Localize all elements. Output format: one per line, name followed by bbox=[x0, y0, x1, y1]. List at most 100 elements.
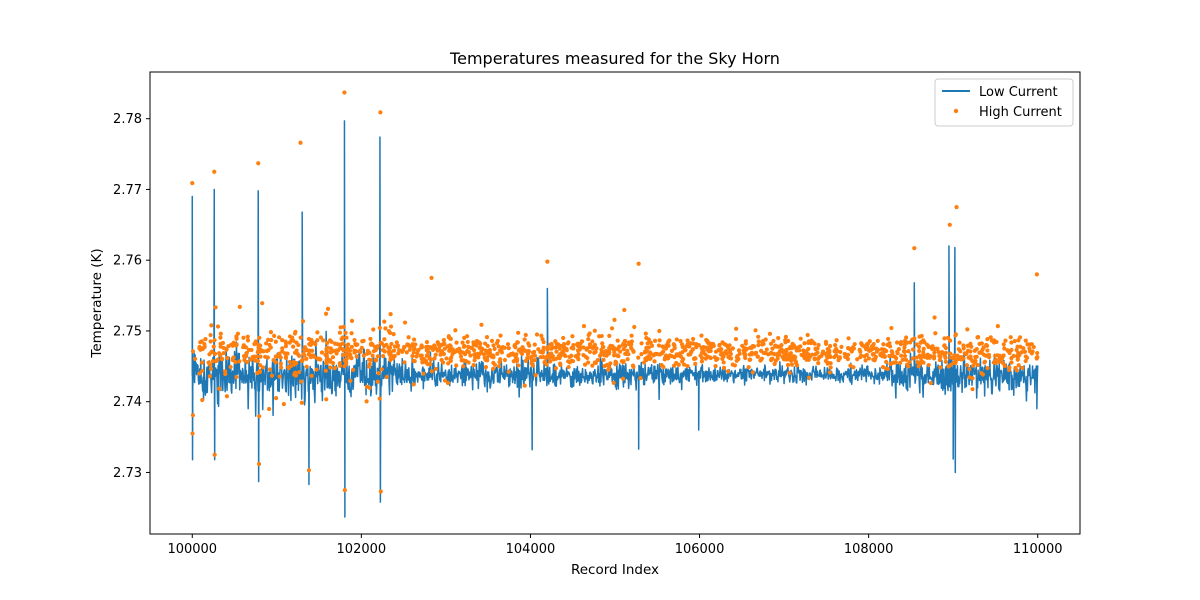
high-current-point bbox=[375, 344, 380, 349]
high-current-point bbox=[300, 358, 305, 364]
high-current-point bbox=[799, 352, 804, 358]
high-current-point bbox=[783, 353, 789, 358]
high-current-point bbox=[389, 341, 394, 347]
high-current-point bbox=[273, 339, 278, 344]
high-current-point bbox=[492, 346, 497, 351]
high-current-point bbox=[416, 347, 421, 353]
high-current-point bbox=[743, 355, 748, 361]
high-current-point bbox=[772, 361, 777, 367]
high-current-point bbox=[682, 348, 687, 353]
high-current-point bbox=[609, 326, 615, 331]
high-current-point bbox=[428, 362, 433, 367]
high-current-point bbox=[995, 324, 1000, 329]
high-current-point bbox=[586, 332, 591, 338]
high-current-point bbox=[602, 363, 607, 369]
high-current-point bbox=[636, 355, 641, 360]
high-current-point bbox=[484, 349, 489, 354]
high-current-point bbox=[296, 370, 302, 375]
high-current-point bbox=[935, 346, 940, 351]
high-current-point bbox=[776, 335, 781, 341]
high-current-point bbox=[985, 337, 990, 342]
high-current-point bbox=[478, 341, 483, 346]
plot-area-background bbox=[150, 72, 1080, 534]
high-current-point bbox=[948, 362, 953, 368]
high-current-point bbox=[619, 359, 624, 364]
high-current-point bbox=[459, 358, 464, 363]
high-current-point bbox=[271, 333, 277, 339]
high-current-point bbox=[1015, 344, 1020, 349]
high-current-point bbox=[433, 352, 438, 357]
high-current-point bbox=[862, 354, 867, 359]
high-current-point bbox=[848, 363, 853, 368]
high-current-point bbox=[484, 335, 490, 340]
y-tick-label: 2.75 bbox=[113, 324, 142, 339]
high-current-point bbox=[257, 369, 263, 374]
high-current-point bbox=[813, 346, 818, 351]
high-current-point bbox=[973, 354, 978, 360]
x-tick-label: 106000 bbox=[675, 542, 725, 557]
high-current-point bbox=[411, 350, 416, 355]
high-current-point bbox=[884, 359, 889, 365]
high-current-point bbox=[998, 358, 1003, 363]
high-current-point bbox=[1018, 335, 1023, 340]
high-current-point bbox=[302, 353, 307, 358]
high-current-point bbox=[726, 346, 731, 351]
high-current-point bbox=[975, 335, 980, 340]
high-current-point bbox=[479, 322, 484, 327]
high-current-point bbox=[340, 341, 345, 346]
high-current-point bbox=[893, 360, 898, 365]
high-current-point bbox=[613, 362, 618, 367]
high-current-point bbox=[660, 344, 665, 349]
high-current-point bbox=[943, 350, 948, 355]
high-current-point bbox=[601, 344, 606, 350]
high-current-point bbox=[388, 312, 393, 317]
high-current-point bbox=[206, 360, 211, 365]
high-current-point bbox=[775, 351, 781, 356]
high-current-point bbox=[391, 331, 396, 337]
high-current-point bbox=[208, 332, 213, 338]
high-current-point bbox=[1007, 367, 1012, 373]
high-current-point bbox=[623, 351, 628, 356]
high-current-point bbox=[256, 461, 262, 467]
high-current-point bbox=[649, 343, 655, 348]
high-current-point bbox=[367, 357, 372, 362]
high-current-point bbox=[468, 353, 473, 358]
high-current-point bbox=[375, 354, 381, 359]
high-current-point bbox=[369, 341, 374, 346]
high-current-point bbox=[917, 348, 922, 354]
high-current-point bbox=[928, 380, 933, 386]
high-current-point bbox=[354, 354, 359, 359]
high-current-point bbox=[220, 357, 225, 362]
high-current-point bbox=[590, 339, 595, 344]
high-current-point bbox=[246, 347, 251, 352]
high-current-point bbox=[846, 346, 851, 351]
high-current-point bbox=[407, 347, 412, 352]
high-current-point bbox=[506, 346, 511, 351]
high-current-point bbox=[901, 349, 907, 354]
high-current-point bbox=[898, 360, 903, 365]
high-current-point bbox=[325, 306, 331, 311]
high-current-point bbox=[258, 363, 263, 368]
high-current-point bbox=[280, 337, 285, 343]
high-current-point bbox=[278, 361, 283, 366]
high-current-point bbox=[606, 367, 611, 372]
high-current-point bbox=[256, 161, 261, 166]
high-current-point bbox=[563, 353, 568, 359]
high-current-point bbox=[594, 346, 599, 351]
y-tick-label: 2.77 bbox=[113, 183, 142, 198]
high-current-point bbox=[287, 359, 292, 365]
high-current-point bbox=[647, 350, 653, 355]
high-current-point bbox=[601, 357, 606, 362]
high-current-point bbox=[887, 353, 892, 359]
high-current-point bbox=[895, 351, 900, 356]
high-current-point bbox=[793, 345, 798, 350]
high-current-point bbox=[217, 386, 222, 391]
high-current-point bbox=[491, 360, 496, 365]
high-current-point bbox=[904, 335, 909, 340]
high-current-point bbox=[446, 334, 451, 339]
high-current-point bbox=[324, 357, 329, 363]
high-current-point bbox=[639, 341, 644, 346]
high-current-point bbox=[342, 358, 347, 363]
high-current-point bbox=[636, 261, 641, 266]
high-current-point bbox=[750, 370, 755, 375]
